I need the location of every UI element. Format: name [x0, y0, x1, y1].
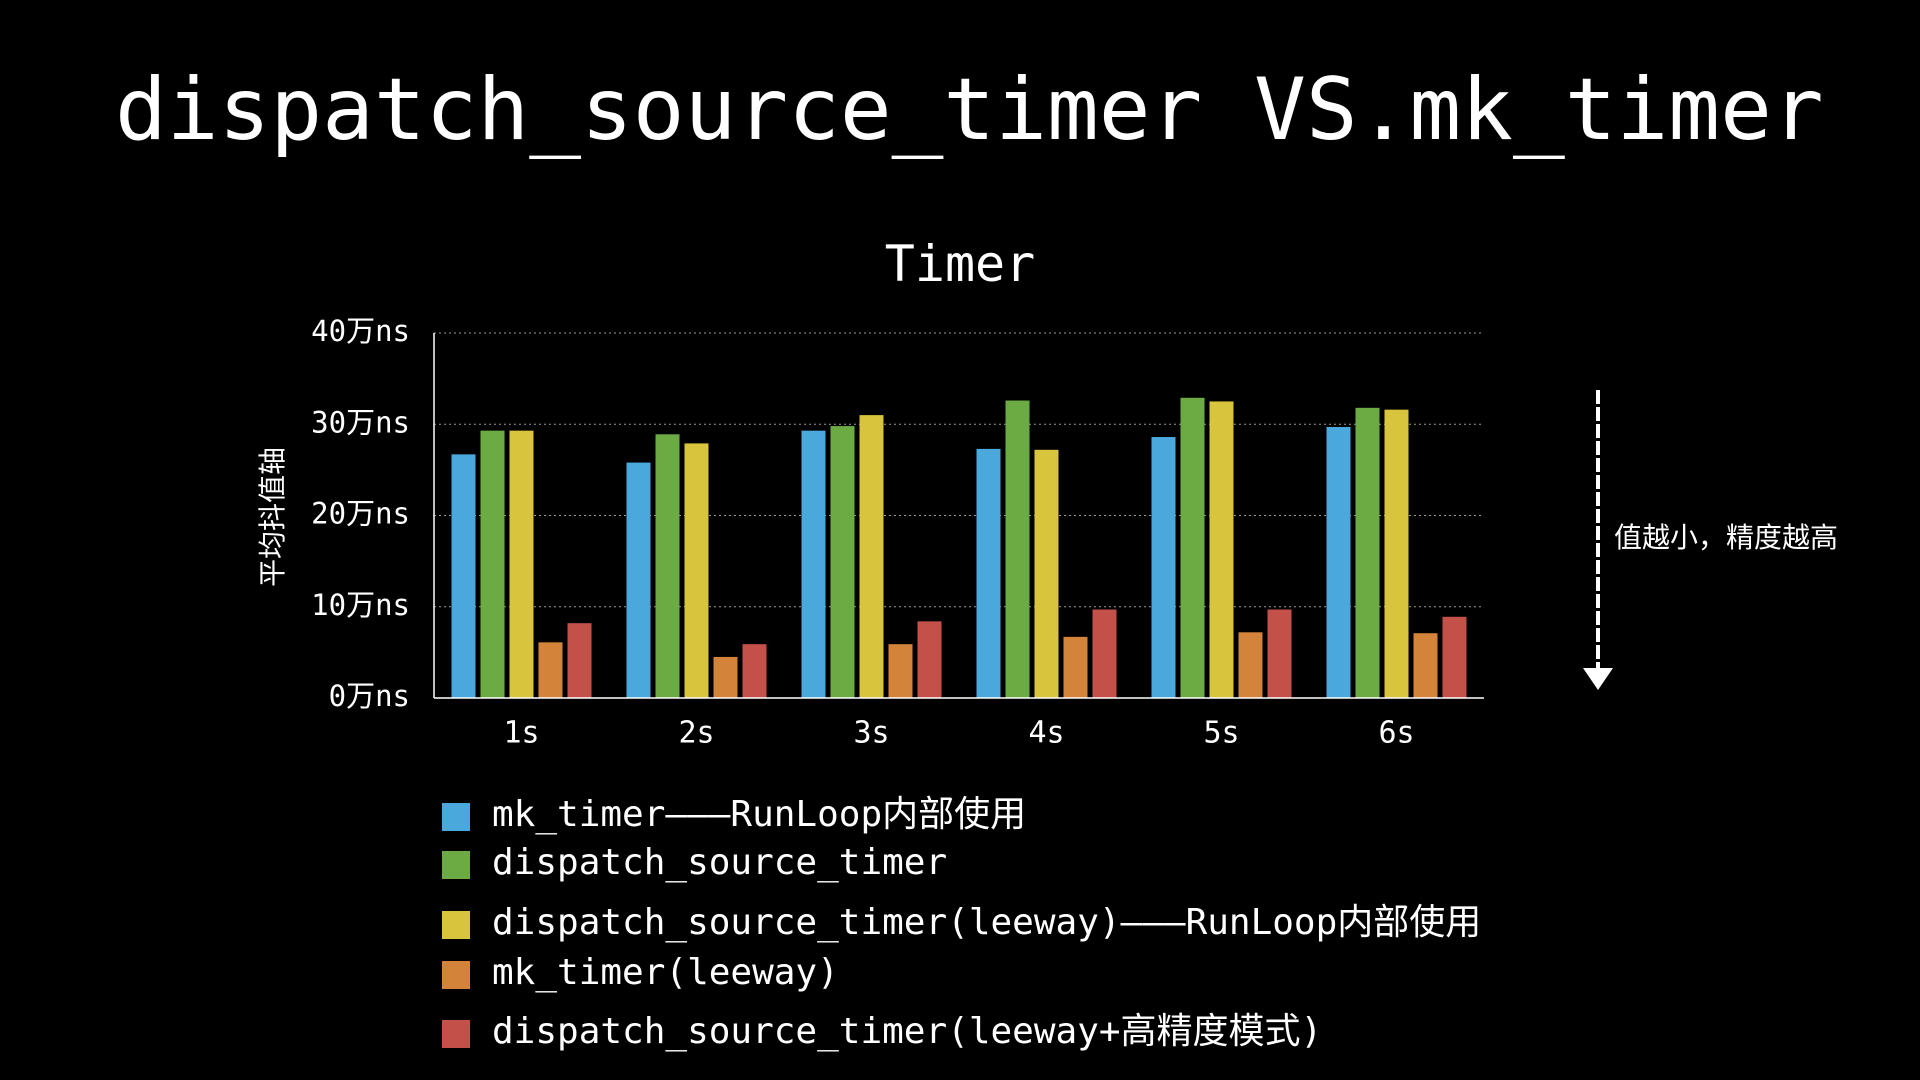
bar	[917, 621, 942, 698]
bar	[1238, 632, 1263, 698]
bar	[1326, 426, 1351, 698]
bar	[976, 448, 1001, 698]
bar	[1355, 407, 1380, 698]
legend-swatch	[442, 803, 470, 831]
bar	[1151, 437, 1176, 698]
legend-label: mk_timer———RunLoop内部使用	[492, 794, 1027, 835]
x-tick-label: 5s	[1203, 716, 1239, 751]
legend-label: dispatch_source_timer(leeway)———RunLoop内…	[492, 902, 1482, 943]
bar	[1005, 400, 1030, 698]
legend-swatch	[442, 851, 470, 879]
slide-title: dispatch_source_timer VS.mk_timer	[115, 60, 1824, 160]
bar	[509, 430, 534, 698]
precision-annotation: 值越小，精度越高	[1614, 521, 1839, 554]
legend-label: dispatch_source_timer(leeway+高精度模式)	[492, 1011, 1323, 1052]
bar	[451, 454, 476, 698]
legend-swatch	[442, 1020, 470, 1048]
x-tick-label: 3s	[853, 716, 889, 751]
bar	[1180, 397, 1205, 698]
y-tick-label: 0万ns	[329, 679, 410, 713]
x-tick-label: 1s	[503, 716, 539, 751]
x-tick-label: 4s	[1028, 716, 1064, 751]
bar	[888, 644, 913, 698]
bar	[626, 462, 651, 698]
bar	[567, 623, 592, 698]
bar	[742, 644, 767, 698]
bar	[801, 430, 826, 698]
x-tick-label: 6s	[1378, 716, 1414, 751]
y-tick-label: 20万ns	[311, 497, 410, 531]
bar	[480, 430, 505, 698]
bar	[1063, 636, 1088, 698]
bar	[1034, 449, 1059, 698]
y-tick-label: 40万ns	[311, 314, 410, 348]
legend-swatch	[442, 961, 470, 989]
bar	[1384, 409, 1409, 698]
bar	[1092, 609, 1117, 698]
bar	[859, 415, 884, 698]
y-axis-label: 平均抖值轴	[256, 447, 289, 587]
x-tick-label: 2s	[678, 716, 714, 751]
bar	[830, 426, 855, 698]
bar	[538, 642, 563, 698]
y-tick-label: 30万ns	[311, 405, 410, 439]
bar	[1267, 609, 1292, 698]
bar	[1413, 633, 1438, 698]
down-arrow-icon	[1583, 390, 1613, 690]
y-tick-label: 10万ns	[311, 588, 410, 622]
bar	[713, 656, 738, 698]
bar	[1209, 401, 1234, 698]
legend-label: mk_timer(leeway)	[492, 952, 839, 993]
bar	[655, 434, 680, 698]
legend-label: dispatch_source_timer	[492, 842, 948, 883]
bar	[1442, 616, 1467, 698]
bar	[684, 443, 709, 698]
legend-swatch	[442, 911, 470, 939]
chart-title: Timer	[884, 235, 1036, 293]
